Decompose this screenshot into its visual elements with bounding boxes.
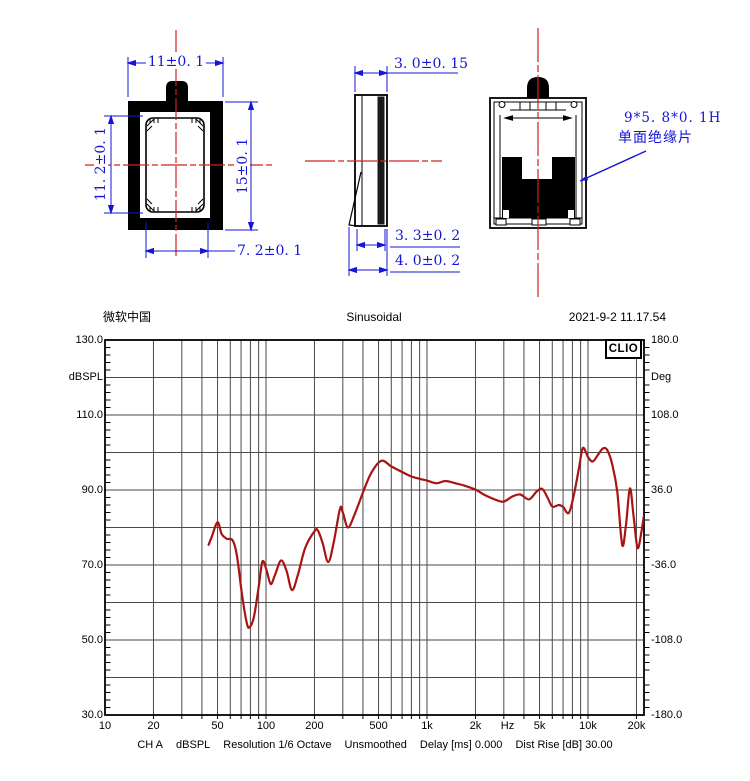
x-tick-label: 10 — [98, 720, 112, 732]
top-nub-shape — [527, 77, 549, 98]
technical-drawing — [85, 28, 647, 298]
y-right-label: -180.0 — [651, 709, 683, 721]
x-tick-label: 50 — [211, 720, 224, 732]
footer-segment: Unsmoothed — [344, 739, 407, 751]
x-tick-label: 5k — [533, 720, 546, 732]
dim-side-thickness: 3. 0±0. 15 — [394, 56, 469, 72]
y-right-label: -108.0 — [651, 634, 683, 646]
x-axis-unit: Hz — [500, 720, 515, 732]
x-tick-label: 20 — [147, 720, 160, 732]
chart-title: Sinusoidal — [346, 310, 402, 324]
y-left-label: 70.0 — [81, 559, 103, 571]
chart-timestamp: 2021-9-2 11.17.54 — [568, 310, 666, 324]
y-right-label: 180.0 — [651, 334, 679, 346]
x-tick-label: 500 — [369, 720, 388, 732]
x-tick-label: 200 — [305, 720, 324, 732]
insulator-spec-text: 9*5. 8*0. 1H — [624, 110, 722, 126]
dim-front-right: 15±0. 1 — [235, 135, 251, 197]
annotation-arrow — [579, 150, 647, 182]
y-right-label: 108.0 — [651, 409, 679, 421]
y-left-label: 50.0 — [81, 634, 103, 646]
lead-pin-shape — [348, 171, 362, 227]
y-right-label: -36.0 — [651, 559, 677, 571]
y-left-label: 130.0 — [75, 334, 103, 346]
dim-front-bottom: 7. 2±0. 1 — [237, 243, 303, 259]
footer-segment: Delay [ms] 0.000 — [419, 739, 503, 751]
insulator-label-text: 单面绝缘片 — [618, 130, 693, 146]
x-tick-label: 1k — [421, 720, 433, 732]
footer-segment: Dist Rise [dB] 30.00 — [515, 739, 613, 751]
chart-header-left: 微软中国 — [103, 310, 152, 324]
x-tick-label: 20k — [627, 720, 646, 732]
y-left-label: 30.0 — [81, 709, 103, 721]
y-left-label: 110.0 — [76, 409, 103, 421]
right-axis-unit: Deg — [651, 371, 672, 383]
left-axis-unit: dBSPL — [68, 371, 103, 383]
response-curve — [207, 446, 644, 629]
dim-front-top: 11±0. 1 — [145, 54, 207, 70]
clio-logo: CLIO — [605, 339, 642, 359]
y-left-label: 90.0 — [81, 484, 103, 496]
dim-side-bottom-outer: 4. 0±0. 2 — [395, 253, 461, 269]
x-tick-label: 2k — [469, 720, 482, 732]
measurement-settings-bar: CH A dBSPL Resolution 1/6 Octave Unsmoothed… — [0, 739, 750, 751]
side-view-drawing — [305, 66, 460, 276]
plot-border — [104, 339, 645, 716]
y-right-label: 36.0 — [651, 484, 673, 496]
back-view-drawing — [489, 28, 647, 298]
top-nub-shape — [166, 81, 188, 102]
dim-front-left: 11. 2±0. 1 — [93, 124, 109, 204]
footer-segment: dBSPL — [176, 739, 211, 751]
dim-side-bottom-inner: 3. 3±0. 2 — [395, 228, 461, 244]
x-tick-label: 100 — [256, 720, 276, 732]
side-dimension-lines — [347, 66, 460, 276]
insulator-shape — [502, 157, 575, 218]
x-tick-label: 10k — [579, 720, 597, 732]
footer-segment: CH A — [137, 739, 164, 751]
footer-segment: Resolution 1/6 Octave — [223, 739, 332, 751]
